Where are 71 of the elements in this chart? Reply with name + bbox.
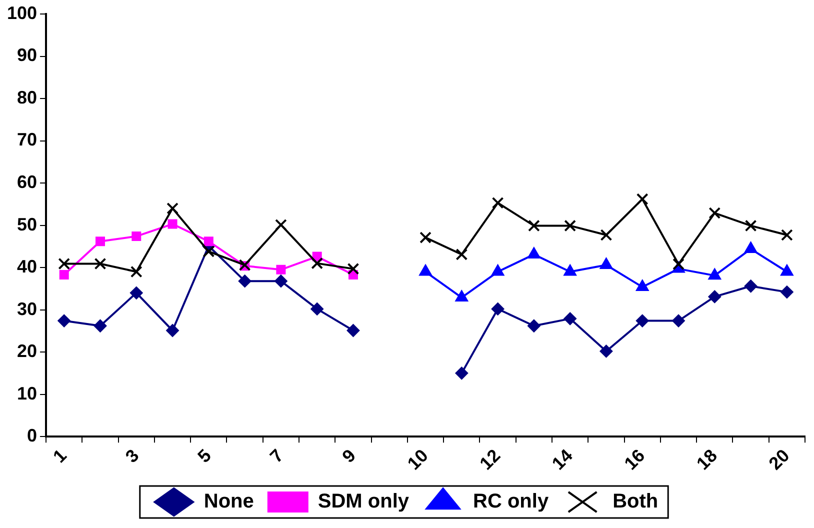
point [564, 312, 577, 326]
point [276, 264, 286, 274]
point [455, 290, 468, 302]
point [132, 232, 142, 242]
point [672, 258, 684, 270]
point [708, 290, 722, 304]
y-tick-label: 90 [17, 45, 38, 66]
point [310, 302, 324, 316]
point [528, 220, 540, 232]
point [636, 193, 648, 206]
y-tick-label: 60 [17, 172, 38, 192]
point [347, 262, 360, 275]
point [94, 319, 107, 332]
point [274, 274, 288, 288]
x-tick-label: 3 [122, 445, 143, 467]
point [672, 314, 686, 328]
x-tick-label: 12 [476, 445, 504, 474]
point [527, 319, 540, 332]
x-tick-label: 20 [764, 445, 794, 474]
y-tick-label: 0 [27, 426, 38, 446]
point [780, 229, 793, 241]
point [130, 266, 142, 278]
y-tick-label: 100 [6, 2, 38, 23]
point [130, 286, 143, 300]
x-tick-label: 16 [620, 445, 649, 474]
x-tick-label: 10 [404, 445, 432, 474]
legend-label: Both [612, 490, 658, 513]
point [456, 248, 468, 260]
y-tick-label: 30 [17, 298, 38, 319]
y-tick-label: 10 [17, 383, 38, 404]
point [275, 218, 287, 231]
point [58, 314, 71, 328]
point [708, 207, 721, 219]
point [346, 324, 360, 338]
y-tick-label: 80 [17, 87, 38, 108]
point [420, 232, 432, 244]
point [168, 219, 178, 229]
y-tick-label: 20 [17, 341, 38, 362]
point [311, 257, 324, 270]
x-tick-label: 1 [49, 445, 70, 467]
point [94, 258, 106, 270]
x-tick-label: 14 [548, 445, 576, 474]
y-tick-label: 70 [17, 130, 38, 150]
point [600, 344, 613, 358]
y-tick-label: 50 [17, 214, 38, 234]
legend-label: None [204, 490, 254, 513]
point [96, 236, 105, 246]
point [166, 324, 180, 338]
point [600, 258, 613, 270]
x-tick-label: 9 [338, 445, 360, 467]
point [491, 302, 504, 316]
point [744, 280, 758, 293]
x-tick-label: 7 [266, 445, 288, 467]
point [455, 366, 468, 380]
point [780, 286, 794, 299]
point [744, 220, 757, 232]
legend-label: RC only [473, 490, 550, 513]
x-tick-label: 5 [194, 445, 216, 467]
point [492, 196, 504, 209]
y-tick-label: 40 [17, 256, 38, 277]
x-tick-label: 18 [692, 445, 721, 474]
point [564, 220, 576, 232]
point [204, 236, 214, 246]
point [600, 229, 612, 241]
legend-label: SDM only [318, 490, 410, 513]
point [59, 270, 69, 280]
point [166, 202, 178, 214]
point [238, 274, 252, 288]
point [202, 246, 215, 258]
point [636, 314, 649, 328]
point [58, 258, 70, 270]
